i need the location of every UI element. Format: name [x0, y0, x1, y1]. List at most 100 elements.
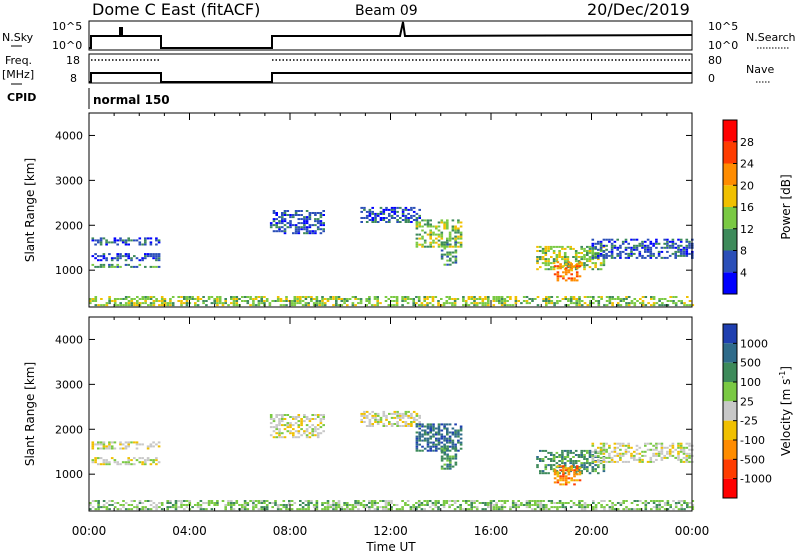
- range-cell: [322, 230, 325, 233]
- range-cell: [147, 296, 150, 298]
- range-cell: [588, 247, 592, 250]
- range-cell: [160, 298, 164, 300]
- range-cell: [586, 264, 589, 267]
- range-cell: [443, 449, 447, 452]
- range-cell: [105, 459, 108, 462]
- range-cell: [566, 456, 570, 458]
- range-cell: [552, 458, 556, 460]
- range-cell: [588, 464, 592, 467]
- range-cell: [269, 418, 273, 420]
- range-cell: [119, 463, 122, 466]
- range-cell: [446, 433, 449, 436]
- range-cell: [536, 258, 539, 261]
- range-cell: [556, 475, 560, 478]
- range-cell: [412, 219, 416, 221]
- range-cell: [550, 296, 554, 298]
- range-cell: [591, 250, 595, 252]
- range-cell: [661, 302, 664, 305]
- range-cell: [281, 436, 284, 439]
- range-cell: [399, 217, 402, 219]
- range-cell: [445, 500, 449, 502]
- range-cell: [487, 298, 490, 300]
- range-cell: [437, 431, 441, 434]
- range-cell: [158, 304, 161, 307]
- range-cell: [462, 500, 465, 502]
- range-cell: [97, 241, 100, 244]
- range-cell: [102, 463, 106, 466]
- range-cell: [547, 296, 551, 298]
- range-cell: [503, 502, 507, 504]
- range-cell: [257, 500, 261, 502]
- range-cell: [99, 243, 103, 246]
- range-cell: [429, 427, 432, 430]
- range-cell: [305, 424, 309, 427]
- range-cell: [421, 243, 424, 246]
- range-cell: [688, 242, 691, 245]
- range-cell: [194, 298, 197, 300]
- range-cell: [373, 500, 377, 502]
- range-cell: [368, 300, 371, 302]
- range-cell: [586, 462, 589, 465]
- range-cell: [124, 445, 128, 448]
- range-cell: [418, 214, 421, 217]
- range-cell: [583, 464, 586, 467]
- range-cell: [594, 460, 597, 463]
- range-cell: [446, 445, 449, 448]
- range-cell: [213, 504, 216, 506]
- range-cell: [454, 463, 458, 466]
- range-cell: [583, 302, 587, 305]
- range-cell: [574, 460, 578, 462]
- range-cell: [475, 506, 479, 509]
- range-cell: [205, 300, 208, 302]
- range-cell: [412, 410, 416, 413]
- range-cell: [412, 302, 415, 305]
- range-cell: [588, 266, 592, 269]
- range-cell: [254, 304, 258, 307]
- range-cell: [677, 444, 680, 447]
- range-cell: [297, 222, 301, 225]
- range-cell: [583, 466, 586, 469]
- range-cell: [351, 506, 355, 509]
- range-cell: [566, 258, 570, 261]
- range-cell: [528, 500, 531, 502]
- range-cell: [332, 508, 335, 511]
- range-cell: [155, 300, 158, 302]
- range-cell: [627, 304, 631, 307]
- range-cell: [556, 273, 560, 276]
- range-cell: [558, 250, 561, 252]
- range-cell: [545, 296, 548, 298]
- range-cell: [368, 502, 371, 504]
- range-cell: [124, 243, 128, 246]
- range-cell: [446, 455, 449, 458]
- range-cell: [149, 500, 153, 502]
- range-cell: [263, 506, 266, 509]
- range-cell: [275, 432, 278, 435]
- nsky-trace: [89, 21, 693, 49]
- range-cell: [373, 304, 377, 307]
- range-cell: [102, 504, 106, 506]
- range-cell: [149, 445, 153, 448]
- range-cell: [335, 508, 338, 511]
- range-cell: [429, 219, 432, 222]
- range-cell: [94, 253, 97, 256]
- range-cell: [415, 243, 419, 246]
- range-cell: [144, 243, 147, 246]
- range-cell: [586, 304, 590, 307]
- range-cell: [310, 500, 313, 502]
- range-cell: [448, 449, 452, 452]
- range-cell: [432, 423, 435, 426]
- range-cell: [682, 254, 686, 257]
- range-cell: [91, 445, 95, 448]
- range-cell: [393, 300, 396, 302]
- range-cell: [415, 439, 419, 442]
- range-cell: [368, 302, 371, 305]
- range-cell: [545, 504, 548, 506]
- range-cell: [294, 232, 298, 235]
- range-cell: [149, 508, 153, 511]
- range-cell: [122, 304, 125, 307]
- range-cell: [583, 296, 587, 298]
- range-cell: [588, 245, 592, 248]
- range-cell: [230, 508, 233, 511]
- range-cell: [99, 255, 103, 258]
- range-cell: [308, 418, 312, 420]
